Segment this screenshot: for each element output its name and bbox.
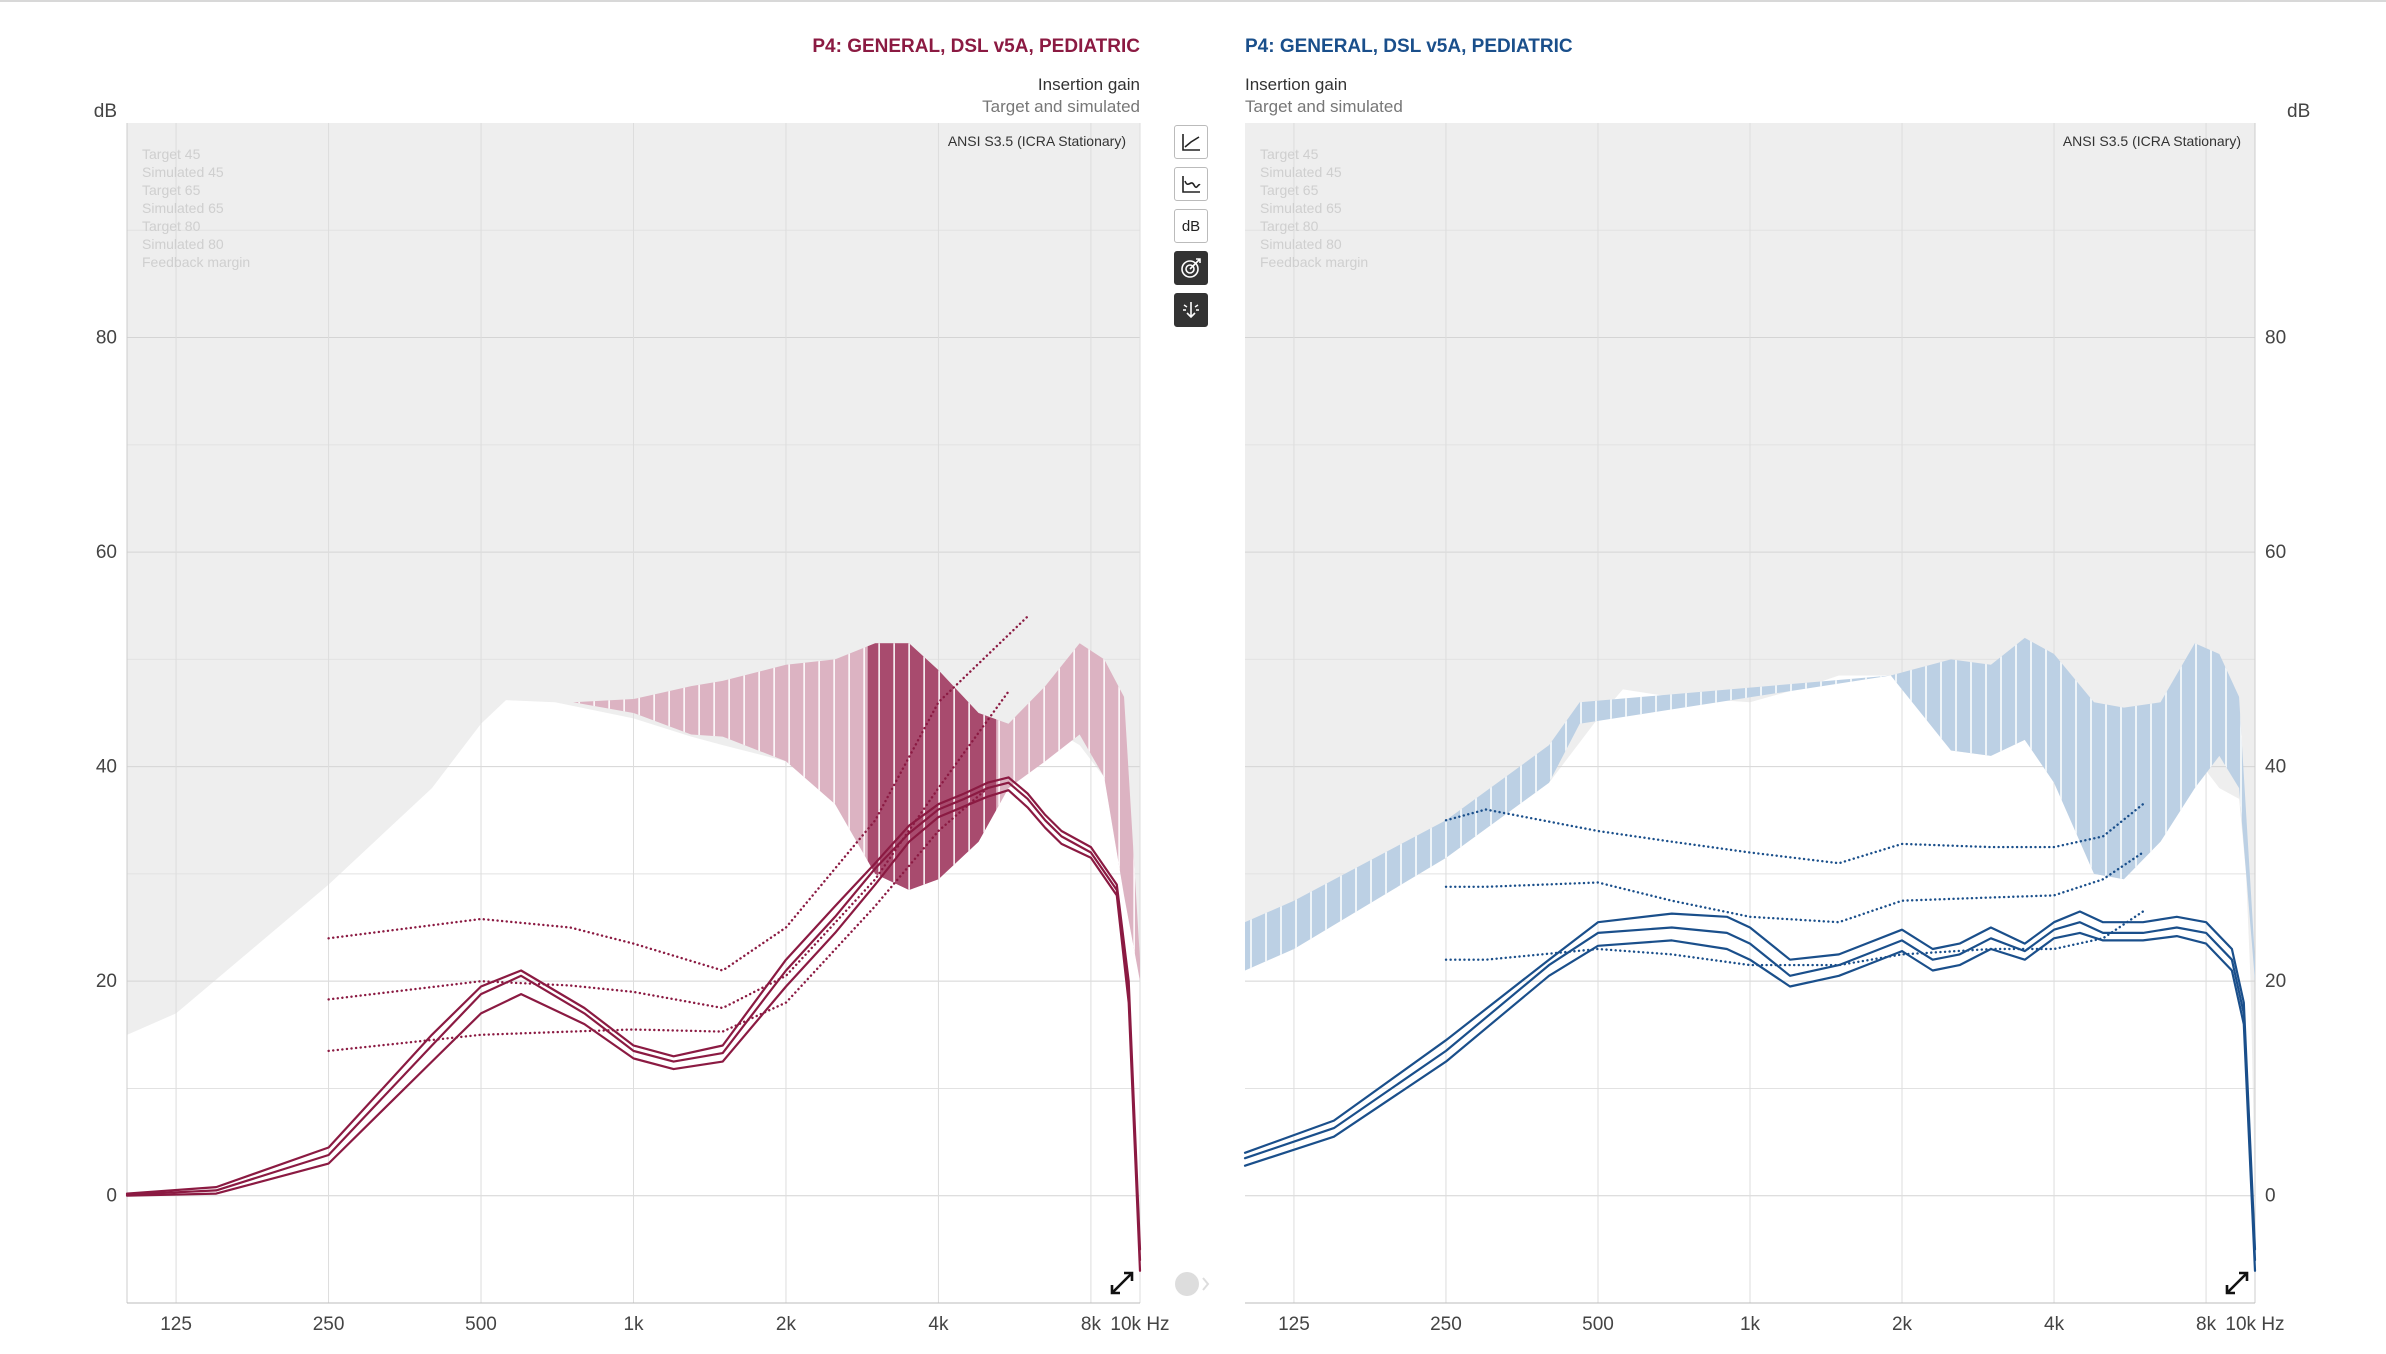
right-panel-subtitle: Insertion gain Target and simulated: [1245, 74, 1403, 118]
audiogram-button[interactable]: [1174, 167, 1208, 201]
right-legend-item: Simulated 80: [1260, 236, 1342, 252]
right-chart: 0 20 40 60 80 dB 125 250 500 1k 2k 4k 8k 10k Hz ANSI S…: [1243, 101, 2310, 1335]
right-x-tick-label: 4k: [2044, 1314, 2065, 1335]
left-chart: 0 20 40 60 80 dB 125 250 500 1k 2k 4k 8k 10k Hz ANSI S…: [94, 101, 1170, 1335]
right-y-tick-label: 80: [2265, 328, 2286, 349]
direction-button[interactable]: [1174, 293, 1208, 327]
left-y-tick-label: 40: [96, 757, 117, 778]
right-legend-item: Feedback margin: [1260, 254, 1368, 270]
right-series-target-65: [1444, 851, 2145, 924]
left-series-target-65: [327, 690, 1010, 1010]
right-legend-item: Target 45: [1260, 146, 1319, 162]
right-x-tick-label: 1k: [1740, 1314, 1761, 1335]
left-expand-icon[interactable]: [1110, 1271, 1134, 1295]
db-label: dB: [1181, 217, 1201, 235]
right-series-simulated-65: [1243, 921, 2257, 1262]
left-legend-item: Simulated 45: [142, 164, 224, 180]
left-y-tick-label: 0: [106, 1186, 117, 1207]
left-legend-item: Target 45: [142, 146, 201, 162]
right-y-tick-label: 60: [2265, 542, 2286, 563]
left-legend-item: Simulated 80: [142, 236, 224, 252]
right-subtitle-line1: Insertion gain: [1245, 75, 1348, 94]
target-button[interactable]: [1174, 251, 1208, 285]
right-legend-item: Target 65: [1260, 182, 1319, 198]
right-y-tick-label: 0: [2265, 1186, 2276, 1207]
right-legend-item: Simulated 65: [1260, 200, 1342, 216]
left-x-tick-label: 500: [465, 1314, 497, 1335]
right-y-tick-label: 40: [2265, 757, 2286, 778]
left-x-tick-label: 4k: [928, 1314, 949, 1335]
left-series-simulated-80: [125, 789, 1142, 1272]
left-x-tick-label: 10k Hz: [1110, 1314, 1169, 1335]
curve-type-button[interactable]: [1174, 125, 1208, 159]
left-x-tick-label: 250: [313, 1314, 345, 1335]
right-y-unit: dB: [2287, 101, 2310, 122]
left-series-simulated-65: [125, 781, 1142, 1262]
right-series-simulated-45: [1243, 910, 2257, 1251]
right-series-target-80: [1444, 910, 2145, 967]
right-x-tick-label: 125: [1278, 1314, 1310, 1335]
left-x-tick-label: 1k: [623, 1314, 644, 1335]
listen-icon[interactable]: [1175, 1272, 1210, 1296]
left-panel-title: P4: GENERAL, DSL v5A, PEDIATRIC: [812, 36, 1140, 57]
right-standard-label: ANSI S3.5 (ICRA Stationary): [2063, 133, 2241, 149]
left-panel-subtitle: Insertion gain Target and simulated: [982, 74, 1140, 118]
left-series-target-45: [327, 615, 1029, 972]
left-subtitle-line2: Target and simulated: [982, 97, 1140, 116]
right-x-tick-label: 8k: [2196, 1314, 2217, 1335]
right-series-simulated-80: [1243, 931, 2257, 1272]
right-subtitle-line2: Target and simulated: [1245, 97, 1403, 116]
right-x-tick-label: 500: [1582, 1314, 1614, 1335]
curve-type-icon: [1182, 134, 1200, 151]
left-x-tick-label: 8k: [1081, 1314, 1102, 1335]
right-y-tick-label: 20: [2265, 971, 2286, 992]
right-x-tick-label: 10k Hz: [2225, 1314, 2284, 1335]
right-x-tick-label: 2k: [1892, 1314, 1913, 1335]
left-y-tick-label: 80: [96, 328, 117, 349]
left-subtitle-line1: Insertion gain: [1037, 75, 1140, 94]
right-x-tick-label: 250: [1430, 1314, 1462, 1335]
audiogram-icon: [1182, 176, 1201, 193]
left-y-unit: dB: [94, 101, 117, 122]
left-y-tick-label: 60: [96, 542, 117, 563]
left-series-target-80: [327, 786, 989, 1053]
left-legend-item: Simulated 65: [142, 200, 224, 216]
right-legend-item: Target 80: [1260, 218, 1319, 234]
right-expand-icon[interactable]: [2225, 1271, 2249, 1295]
target-icon: [1181, 258, 1201, 278]
left-y-tick-label: 20: [96, 971, 117, 992]
left-legend-item: Target 80: [142, 218, 201, 234]
top-divider: [0, 0, 2386, 2]
db-button[interactable]: dB: [1174, 209, 1208, 243]
chart-toolbar: dB: [1174, 125, 1210, 335]
microphone-direction-icon: [1183, 302, 1199, 319]
right-feedback-band: [1245, 637, 2255, 982]
left-series-simulated-45: [125, 776, 1142, 1251]
left-x-tick-label: 125: [160, 1314, 192, 1335]
left-standard-label: ANSI S3.5 (ICRA Stationary): [948, 133, 1126, 149]
left-legend-item: Feedback margin: [142, 254, 250, 270]
left-legend-item: Target 65: [142, 182, 201, 198]
right-legend-item: Simulated 45: [1260, 164, 1342, 180]
right-panel-title: P4: GENERAL, DSL v5A, PEDIATRIC: [1245, 36, 1573, 57]
left-x-tick-label: 2k: [776, 1314, 797, 1335]
